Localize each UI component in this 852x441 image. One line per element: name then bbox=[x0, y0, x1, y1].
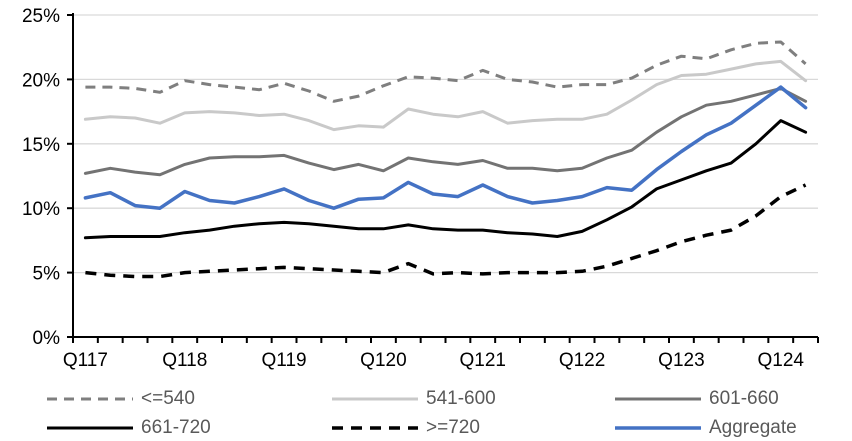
legend-label: 541-600 bbox=[426, 387, 496, 409]
y-axis-label: 20% bbox=[22, 70, 60, 91]
x-axis-label: Q124 bbox=[758, 350, 805, 371]
gridlines bbox=[73, 14, 818, 274]
legend-line-sample bbox=[615, 397, 701, 400]
x-axis-label: Q121 bbox=[460, 350, 506, 371]
x-axis-labels: Q117 Q118 Q119 Q120 Q121 Q122 Q123 Q124 bbox=[63, 350, 805, 371]
x-axis-label: Q119 bbox=[262, 350, 307, 371]
y-axis-label: 10% bbox=[22, 199, 60, 220]
y-axis-label: 15% bbox=[22, 135, 60, 156]
series-line-541-600 bbox=[83, 59, 808, 132]
series-line-540 bbox=[85, 40, 807, 103]
legend-line-sample bbox=[47, 426, 133, 429]
legend-line-sample bbox=[332, 397, 418, 400]
legend-item-541-600: 541-600 bbox=[331, 388, 614, 410]
legend-label: 601-660 bbox=[709, 387, 779, 409]
series-line-720 bbox=[85, 183, 807, 279]
y-axis-label: 25% bbox=[22, 6, 60, 27]
legend-item-540: <=540 bbox=[46, 388, 331, 410]
x-axis-label: Q120 bbox=[360, 350, 406, 371]
x-axis-label: Q122 bbox=[559, 350, 605, 371]
legend-label: Aggregate bbox=[709, 416, 797, 438]
legend-label: 661-720 bbox=[141, 416, 211, 438]
legend-item-720: >=720 bbox=[331, 417, 614, 439]
y-axis-labels: 0% 5% 10% 15% 20% 25% bbox=[22, 6, 60, 349]
legend-item-661-720: 661-720 bbox=[46, 417, 331, 439]
x-axis-label: Q123 bbox=[658, 350, 704, 371]
legend-line-sample bbox=[47, 397, 133, 400]
y-axis-label: 0% bbox=[33, 328, 61, 349]
chart-legend: <=540 541-600 601-660 661-720 >=720 Aggregate bbox=[46, 384, 836, 441]
legend-item-601-660: 601-660 bbox=[614, 388, 836, 410]
legend-line-sample bbox=[615, 425, 701, 430]
legend-label: >=720 bbox=[426, 416, 480, 438]
y-axis-label: 5% bbox=[33, 264, 61, 285]
series-line-601-660 bbox=[83, 86, 808, 177]
legend-line-sample bbox=[332, 425, 418, 430]
x-axis-label: Q117 bbox=[63, 350, 108, 371]
axes bbox=[67, 13, 819, 343]
x-axis-label: Q118 bbox=[162, 350, 207, 371]
series-line-aggregate bbox=[83, 85, 808, 210]
legend-item-aggregate: Aggregate bbox=[614, 417, 836, 439]
legend-label: <=540 bbox=[141, 387, 195, 409]
series-line-661-720 bbox=[83, 119, 808, 240]
series-lines bbox=[83, 40, 808, 279]
